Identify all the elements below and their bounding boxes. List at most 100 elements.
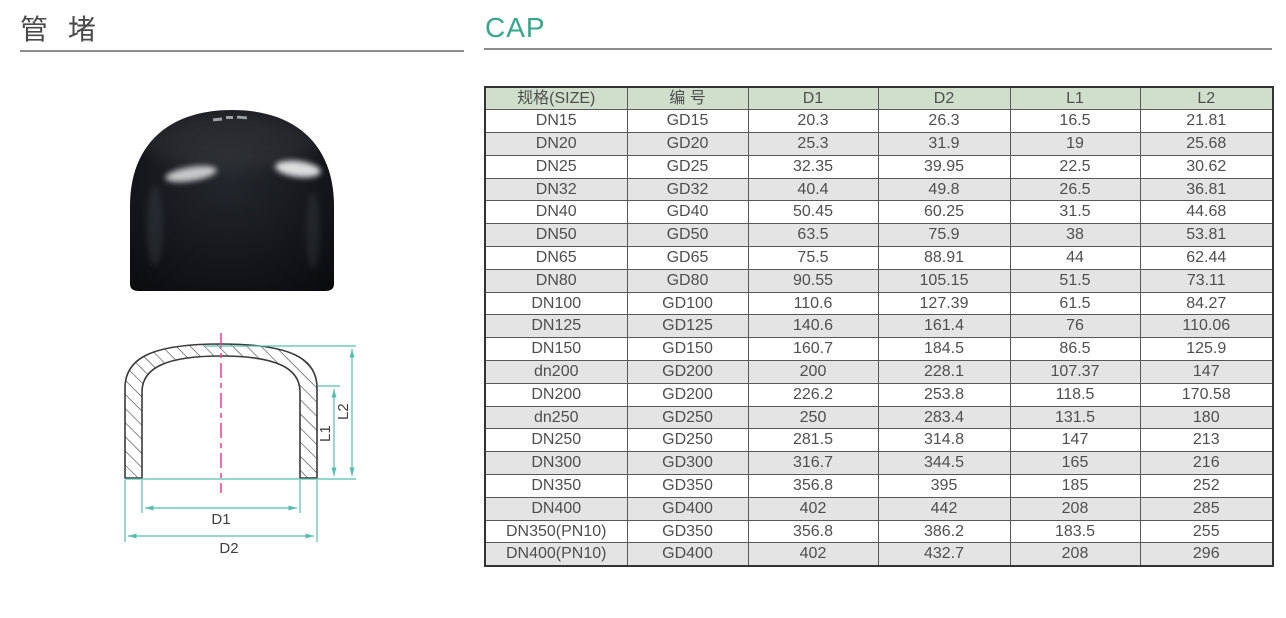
column-header: 编 号 bbox=[626, 86, 749, 111]
page-title-english: CAP bbox=[485, 12, 546, 43]
table-cell: GD200 bbox=[626, 360, 749, 384]
table-cell: GD125 bbox=[626, 314, 749, 339]
table-row: DN100 GD100 110.6 127.39 61.5 84.27 bbox=[484, 291, 1274, 316]
table-cell: 105.15 bbox=[877, 268, 1011, 293]
table-cell: 21.81 bbox=[1139, 109, 1274, 134]
table-cell: 26.5 bbox=[1009, 177, 1141, 202]
table-cell: 200 bbox=[747, 360, 879, 384]
table-cell: 356.8 bbox=[747, 519, 879, 544]
table-cell: 208 bbox=[1009, 496, 1141, 521]
table-cell: GD300 bbox=[626, 451, 749, 476]
dimension-lines bbox=[128, 349, 355, 539]
table-cell: 344.5 bbox=[877, 451, 1011, 476]
table-row: DN65 GD65 75.5 88.91 44 62.44 bbox=[484, 246, 1274, 270]
table-cell: 44 bbox=[1009, 246, 1141, 270]
table-cell: DN40 bbox=[484, 200, 628, 225]
table-row: DN400 GD400 402 442 208 285 bbox=[484, 496, 1274, 521]
table-cell: GD32 bbox=[626, 177, 749, 202]
table-cell: 442 bbox=[877, 496, 1011, 521]
column-header: D2 bbox=[877, 86, 1011, 111]
table-cell: 160.7 bbox=[747, 337, 879, 362]
table-cell: 40.4 bbox=[747, 177, 879, 202]
table-cell: GD40 bbox=[626, 200, 749, 225]
table-row: DN350(PN10) GD350 356.8 386.2 183.5 255 bbox=[484, 519, 1274, 544]
table-cell: GD20 bbox=[626, 132, 749, 156]
table-cell: 250 bbox=[747, 405, 879, 430]
table-cell: 31.9 bbox=[877, 132, 1011, 156]
table-cell: GD50 bbox=[626, 223, 749, 248]
table-cell: 25.3 bbox=[747, 132, 879, 156]
column-header: 规格(SIZE) bbox=[484, 86, 628, 111]
table-cell: GD25 bbox=[626, 154, 749, 179]
table-cell: 44.68 bbox=[1139, 200, 1274, 225]
table-row: DN32 GD32 40.4 49.8 26.5 36.81 bbox=[484, 177, 1274, 202]
table-cell: 356.8 bbox=[747, 474, 879, 498]
cap-photo-shape bbox=[130, 110, 334, 291]
table-cell: 283.4 bbox=[877, 405, 1011, 430]
table-cell: 170.58 bbox=[1139, 382, 1274, 407]
table-cell: 36.81 bbox=[1139, 177, 1274, 202]
table-cell: GD350 bbox=[626, 519, 749, 544]
table-cell: 84.27 bbox=[1139, 291, 1274, 316]
table-cell: 63.5 bbox=[747, 223, 879, 248]
table-cell: 110.06 bbox=[1139, 314, 1274, 339]
dimension-label-l2: L2 bbox=[335, 403, 352, 420]
table-cell: DN32 bbox=[484, 177, 628, 202]
table-cell: 184.5 bbox=[877, 337, 1011, 362]
table-cell: DN300 bbox=[484, 451, 628, 476]
table-cell: DN125 bbox=[484, 314, 628, 339]
table-row: dn250 GD250 250 283.4 131.5 180 bbox=[484, 405, 1274, 430]
table-cell: 432.7 bbox=[877, 542, 1011, 567]
extension-lines bbox=[124, 345, 356, 542]
table-cell: GD400 bbox=[626, 496, 749, 521]
table-cell: 180 bbox=[1139, 405, 1274, 430]
table-cell: 395 bbox=[877, 474, 1011, 498]
table-cell: 39.95 bbox=[877, 154, 1011, 179]
table-cell: 75.9 bbox=[877, 223, 1011, 248]
table-cell: 208 bbox=[1009, 542, 1141, 567]
table-cell: 38 bbox=[1009, 223, 1141, 248]
table-row: DN400(PN10) GD400 402 432.7 208 296 bbox=[484, 542, 1274, 567]
table-cell: DN25 bbox=[484, 154, 628, 179]
table-cell: 213 bbox=[1139, 428, 1274, 453]
table-cell: 25.68 bbox=[1139, 132, 1274, 156]
table-cell: 31.5 bbox=[1009, 200, 1141, 225]
table-row: DN125 GD125 140.6 161.4 76 110.06 bbox=[484, 314, 1274, 339]
table-cell: 62.44 bbox=[1139, 246, 1274, 270]
table-cell: DN20 bbox=[484, 132, 628, 156]
spec-table: 规格(SIZE) 编 号 D1 D2 L1 L2 DN15 GD15 20.3 26.3 16.5… bbox=[484, 86, 1274, 567]
table-cell: 118.5 bbox=[1009, 382, 1141, 407]
table-cell: GD150 bbox=[626, 337, 749, 362]
table-cell: 51.5 bbox=[1009, 268, 1141, 293]
table-row: DN25 GD25 32.35 39.95 22.5 30.62 bbox=[484, 154, 1274, 179]
table-cell: DN15 bbox=[484, 109, 628, 134]
table-cell: 32.35 bbox=[747, 154, 879, 179]
table-cell: GD80 bbox=[626, 268, 749, 293]
table-cell: 386.2 bbox=[877, 519, 1011, 544]
table-cell: 73.11 bbox=[1139, 268, 1274, 293]
table-cell: 253.8 bbox=[877, 382, 1011, 407]
table-cell: 90.55 bbox=[747, 268, 879, 293]
table-cell: GD400 bbox=[626, 542, 749, 567]
table-cell: 22.5 bbox=[1009, 154, 1141, 179]
table-cell: DN200 bbox=[484, 382, 628, 407]
table-cell: 16.5 bbox=[1009, 109, 1141, 134]
table-cell: 61.5 bbox=[1009, 291, 1141, 316]
table-cell: dn200 bbox=[484, 360, 628, 384]
table-cell: 50.45 bbox=[747, 200, 879, 225]
table-cell: DN150 bbox=[484, 337, 628, 362]
table-row: DN40 GD40 50.45 60.25 31.5 44.68 bbox=[484, 200, 1274, 225]
title-underline-right bbox=[484, 48, 1272, 50]
table-cell: 296 bbox=[1139, 542, 1274, 567]
table-cell: 125.9 bbox=[1139, 337, 1274, 362]
table-cell: GD15 bbox=[626, 109, 749, 134]
table-cell: GD100 bbox=[626, 291, 749, 316]
table-cell: 26.3 bbox=[877, 109, 1011, 134]
table-row: dn200 GD200 200 228.1 107.37 147 bbox=[484, 360, 1274, 384]
column-header: D1 bbox=[747, 86, 879, 111]
table-cell: 60.25 bbox=[877, 200, 1011, 225]
column-header: L2 bbox=[1139, 86, 1274, 111]
table-cell: DN100 bbox=[484, 291, 628, 316]
table-cell: GD200 bbox=[626, 382, 749, 407]
table-cell: 161.4 bbox=[877, 314, 1011, 339]
